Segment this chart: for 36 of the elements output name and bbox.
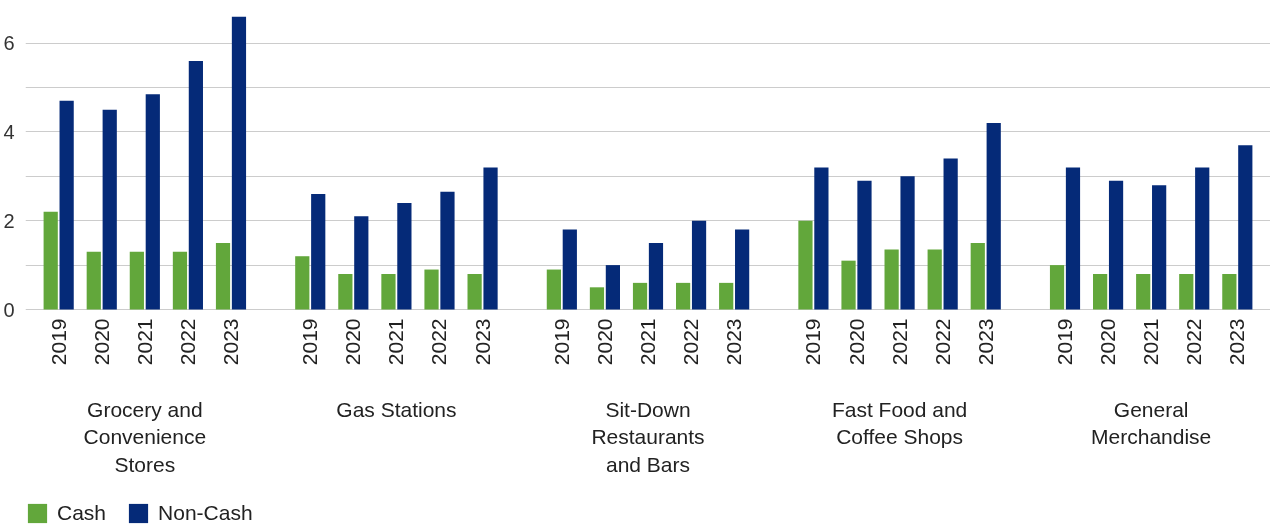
x-tick-label: 2023: [218, 318, 242, 366]
x-tick-label: 2020: [89, 318, 113, 366]
x-tick-label: 2019: [549, 318, 573, 366]
x-tick-label: 2023: [722, 318, 746, 366]
x-tick-label: 2023: [470, 318, 494, 366]
x-tick-label: 2021: [132, 318, 156, 366]
x-tick-label: 2020: [1096, 318, 1120, 366]
x-tick-label: 2022: [1182, 318, 1206, 366]
y-tick-label: 4: [3, 120, 15, 143]
text: General Merchandise: [1091, 397, 1212, 449]
x-tick-label: 2021: [887, 318, 911, 366]
text: Sit-Down Restaurants and Bars: [591, 397, 705, 476]
x-tick-label: 2020: [592, 318, 616, 366]
x-tick-label: 2023: [973, 318, 997, 366]
x-tick-label: 2019: [1053, 318, 1077, 366]
y-tick-label: 6: [3, 32, 15, 55]
x-tick-label: 2019: [801, 318, 825, 366]
x-tick-label: 2022: [427, 318, 451, 366]
x-tick-label: 2021: [636, 318, 659, 366]
legend-label: Cash: [57, 501, 107, 525]
legend-label: Non-Cash: [158, 501, 253, 525]
x-tick-label: 2020: [341, 318, 365, 366]
x-tick-label: 2019: [46, 318, 70, 366]
x-tick-label: 2020: [844, 318, 868, 366]
y-tick-label: 0: [3, 298, 15, 321]
text: Grocery and Convenience Stores: [83, 397, 207, 476]
y-tick-label: 2: [3, 209, 15, 232]
text: Fast Food and Coffee Shops: [831, 397, 968, 449]
x-tick-label: 2021: [1139, 318, 1163, 366]
x-tick-label: 2022: [679, 318, 703, 366]
x-tick-label: 2019: [298, 318, 322, 366]
x-tick-label: 2021: [384, 318, 408, 366]
text: Gas Stations: [336, 397, 457, 421]
x-tick-label: 2022: [930, 318, 954, 366]
x-tick-label: 2023: [1225, 318, 1249, 366]
x-tick-label: 2022: [175, 318, 199, 366]
